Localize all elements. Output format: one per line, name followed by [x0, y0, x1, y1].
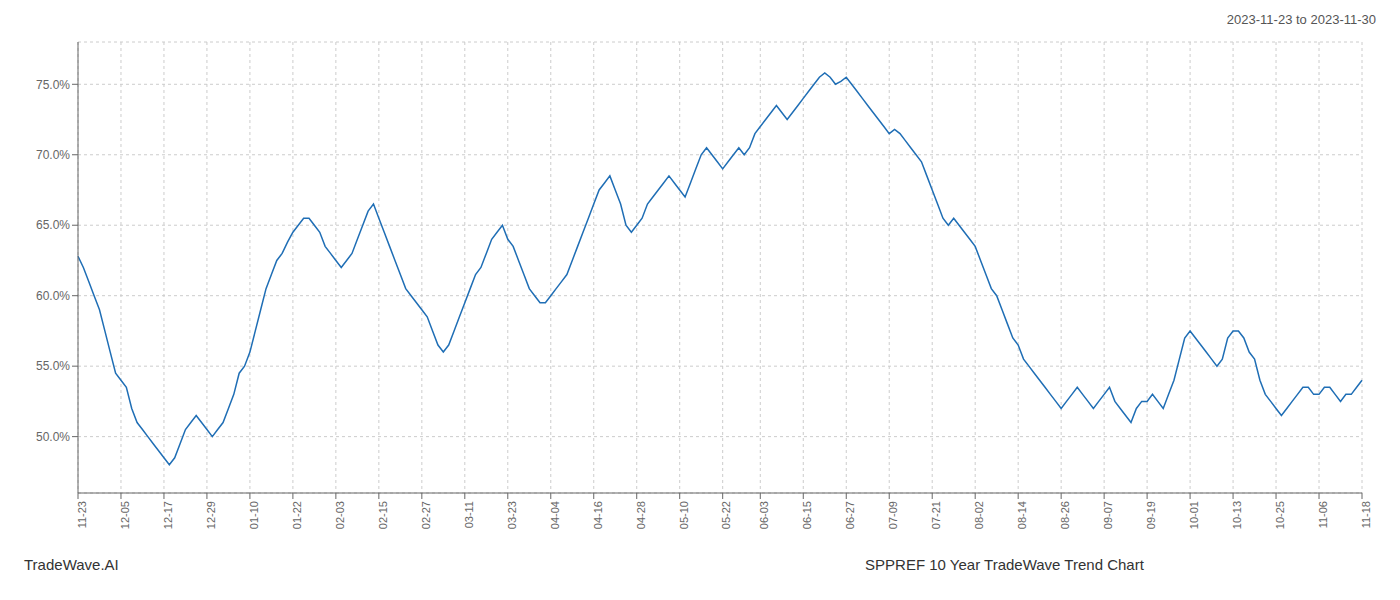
svg-text:09-19: 09-19 — [1145, 501, 1157, 529]
svg-text:11-06: 11-06 — [1317, 501, 1329, 528]
svg-text:05-22: 05-22 — [720, 501, 732, 529]
svg-text:02-03: 02-03 — [334, 501, 346, 529]
svg-text:08-02: 08-02 — [973, 501, 985, 529]
svg-text:09-07: 09-07 — [1102, 501, 1114, 529]
svg-text:50.0%: 50.0% — [36, 430, 70, 444]
svg-text:75.0%: 75.0% — [36, 78, 70, 92]
html-text:2023-11-23 to 2023-11-30: 2023-11-23 to 2023-11-30 — [1226, 12, 1376, 27]
svg-text:08-26: 08-26 — [1059, 501, 1071, 529]
svg-text:05-10: 05-10 — [678, 501, 690, 529]
svg-text:06-03: 06-03 — [758, 501, 770, 529]
svg-text:07-21: 07-21 — [930, 501, 942, 529]
svg-text:11-18: 11-18 — [1360, 501, 1372, 528]
svg-text:65.0%: 65.0% — [36, 218, 70, 232]
svg-text:08-14: 08-14 — [1016, 501, 1028, 529]
svg-text:03-23: 03-23 — [506, 501, 518, 529]
svg-text:04-04: 04-04 — [549, 501, 561, 529]
svg-text:04-28: 04-28 — [635, 501, 647, 529]
svg-text:07-09: 07-09 — [887, 501, 899, 529]
svg-text:04-16: 04-16 — [592, 501, 604, 529]
svg-text:10-13: 10-13 — [1231, 501, 1243, 529]
svg-text:70.0%: 70.0% — [36, 148, 70, 162]
svg-text:10-01: 10-01 — [1188, 501, 1200, 529]
svg-text:60.0%: 60.0% — [36, 289, 70, 303]
svg-text:12-05: 12-05 — [119, 501, 131, 529]
html-text:TradeWave.AI: TradeWave.AI — [24, 556, 119, 573]
svg-text:55.0%: 55.0% — [36, 359, 70, 373]
svg-text:12-17: 12-17 — [162, 501, 174, 529]
svg-text:03-11: 03-11 — [463, 501, 475, 528]
svg-text:10-25: 10-25 — [1274, 501, 1286, 529]
svg-text:01-10: 01-10 — [248, 501, 260, 529]
svg-text:06-15: 06-15 — [801, 501, 813, 529]
svg-text:01-22: 01-22 — [291, 501, 303, 529]
svg-text:02-15: 02-15 — [377, 501, 389, 529]
svg-text:11-23: 11-23 — [76, 501, 88, 528]
svg-text:06-27: 06-27 — [844, 501, 856, 529]
html-text:SPPREF 10 Year TradeWave Trend: SPPREF 10 Year TradeWave Trend Chart — [865, 556, 1144, 573]
svg-text:12-29: 12-29 — [205, 501, 217, 529]
svg-text:02-27: 02-27 — [420, 501, 432, 529]
